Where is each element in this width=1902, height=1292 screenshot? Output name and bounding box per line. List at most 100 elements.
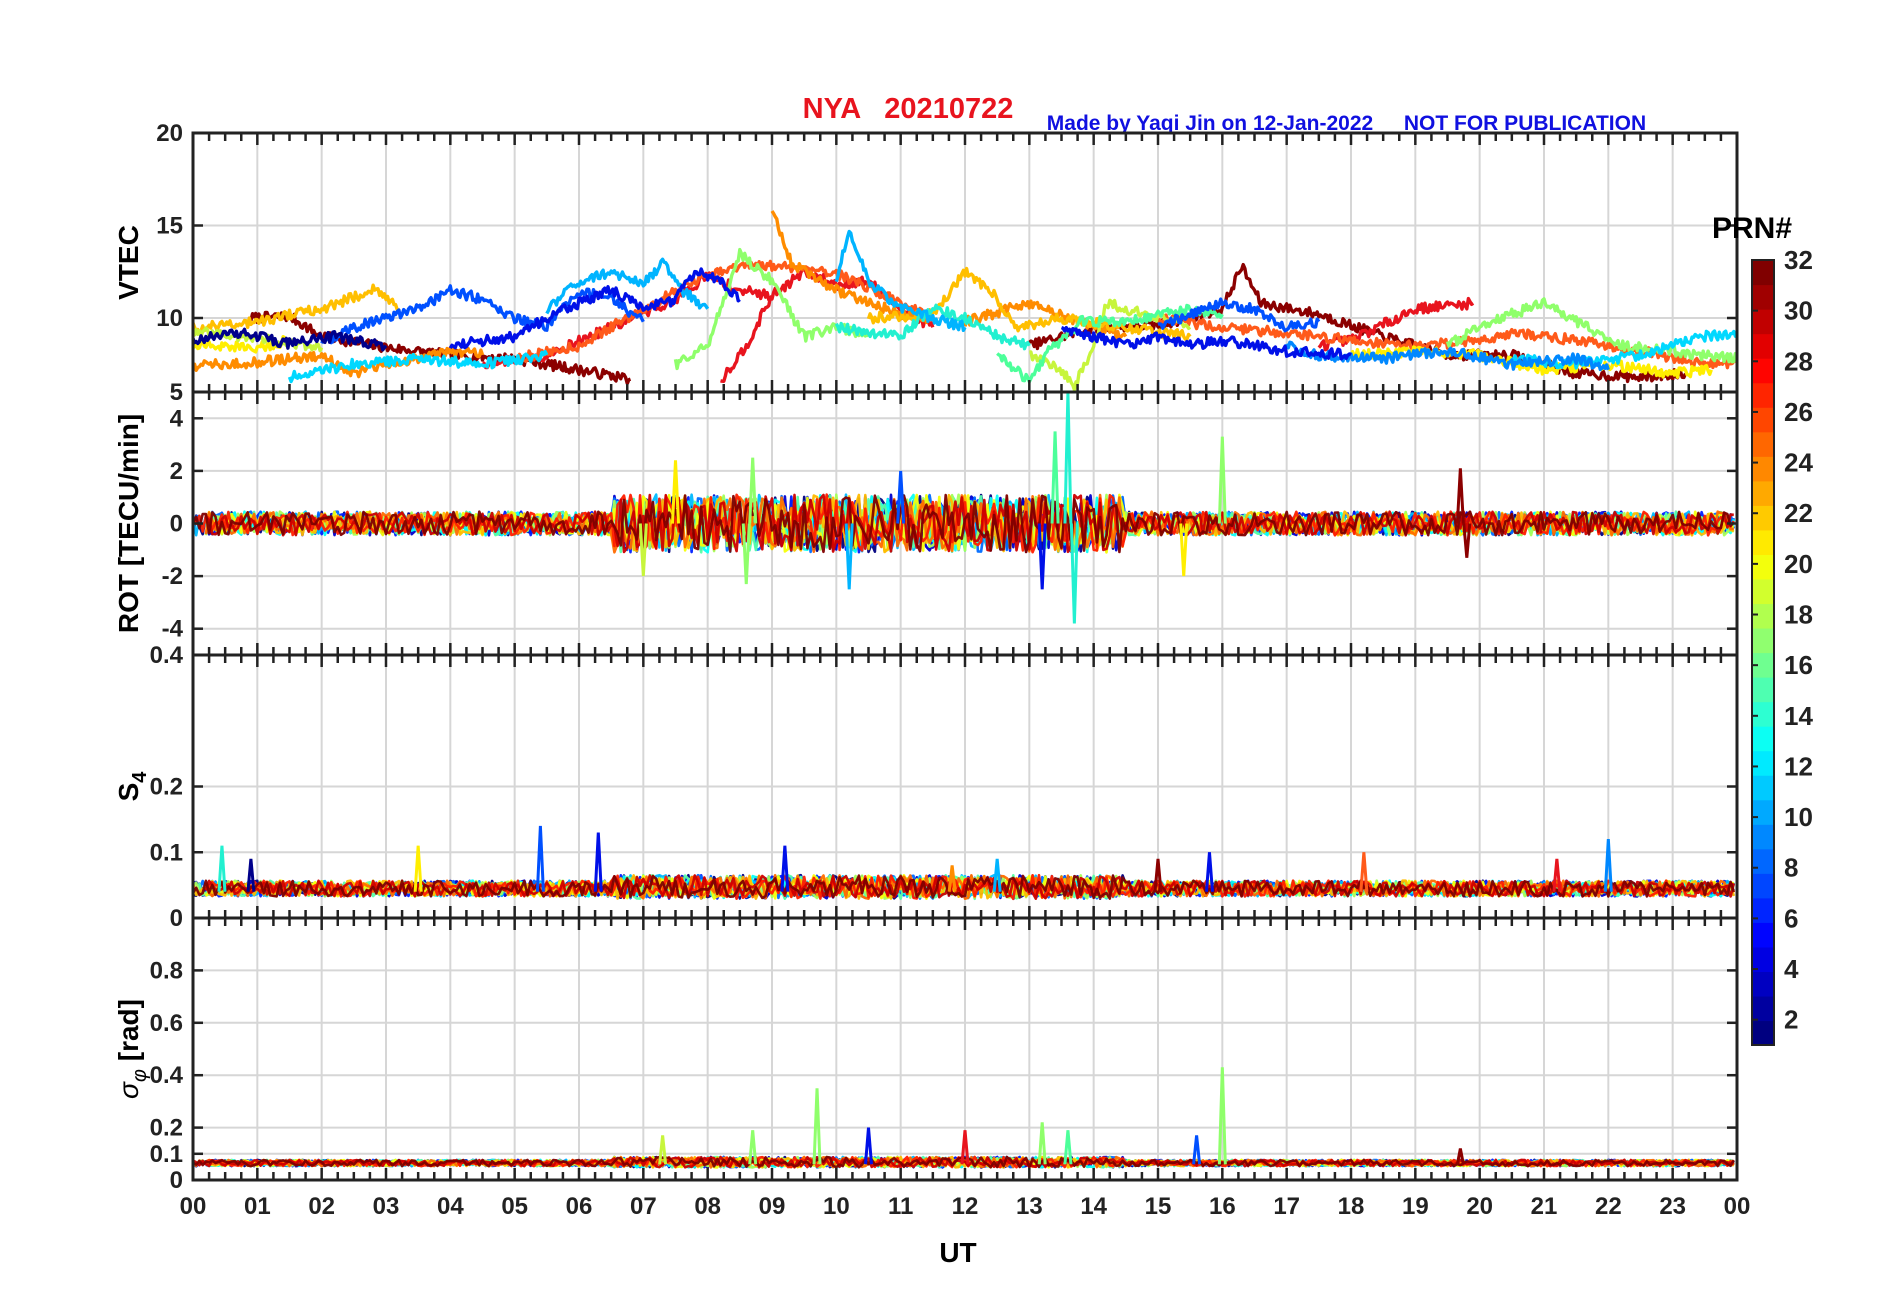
colorbar-band [1752,382,1774,408]
colorbar-band [1752,407,1774,433]
s4-spike-10 [1204,852,1214,892]
x-tick-label: 09 [759,1193,786,1220]
figure-title: NYA 20210722 [803,93,1014,125]
x-tick-label: 13 [1016,1193,1043,1220]
colorbar-band [1752,799,1774,825]
colorbar-band [1752,529,1774,555]
rot-spike-12 [1217,436,1227,524]
rot-trace-14 [193,493,1735,554]
s4-spike-13 [1603,839,1613,892]
colorbar-band [1752,897,1774,923]
sigma-spike-9 [1192,1135,1202,1165]
vtec-ylabel: VTEC [113,225,144,300]
s4-spike-4 [535,825,545,892]
colorbar-band [1752,726,1774,752]
colorbar-tick-label: 26 [1784,397,1813,427]
vtec-series-28 [448,267,741,350]
x-tick-label: 01 [244,1193,271,1220]
x-tick-label: 12 [952,1193,979,1220]
colorbar-tick-label: 28 [1784,346,1813,376]
s4-ytick-label: 0 [170,905,183,932]
vtec-series-19 [996,303,1224,384]
x-tick-label: 06 [566,1193,593,1220]
sigma-spike-1 [658,1135,668,1165]
rot-spike-4 [741,523,751,585]
s4-spike-11 [1359,852,1369,892]
x-tick-label: 21 [1531,1193,1558,1220]
rot-data [193,392,1736,624]
rot-spike-13 [1455,468,1465,524]
colorbar-band [1752,848,1774,874]
rot-ytick-label: 4 [170,405,184,432]
rot-spike-1 [671,460,680,524]
colorbar-tick-label: 10 [1784,802,1813,832]
sigma-spike-4 [864,1127,873,1165]
x-tick-label: 16 [1209,1193,1236,1220]
sigma-spike-2 [748,1130,758,1165]
vtec-ytick-label: 20 [156,120,183,147]
colorbar-tick-label: 2 [1784,1005,1798,1035]
vtec-series-18 [1445,297,1737,364]
x-tick-label: 20 [1466,1193,1493,1220]
x-tick-label: 14 [1080,1193,1107,1220]
rot-spike-8 [1063,392,1073,524]
vtec-series-14 [193,335,291,354]
rot-spike-5 [844,523,854,590]
vtec-data [193,210,1737,392]
colorbar-band [1752,505,1774,531]
vtec-series-21 [287,349,549,384]
colorbar-band [1752,824,1774,850]
x-tick-label: 04 [437,1193,464,1220]
x-axis-label: UT [939,1237,976,1268]
sigma-ytick-label: 0 [170,1167,183,1194]
vtec-series-27 [1157,297,1321,333]
rot-spike-11 [1179,523,1189,577]
vtec-series-11 [193,283,400,334]
x-tick-label: 02 [308,1193,335,1220]
s4-data [193,825,1736,901]
rot-spike-3 [748,457,758,524]
vtec-panel: 10 15 20 VTEC [113,120,1739,394]
rot-spike-10 [1037,523,1047,590]
colorbar-band [1752,677,1774,703]
credit-text: Made by Yaqi Jin on 12-Jan-2022 [1047,112,1373,135]
x-tick-label: 07 [630,1193,657,1220]
colorbar-band [1752,431,1774,457]
colorbar-band [1752,627,1774,654]
x-tick-label: 03 [373,1193,400,1220]
s4-spike-1 [217,845,227,892]
notice-text: NOT FOR PUBLICATION [1404,112,1646,135]
sigma-data [193,1067,1735,1169]
rot-ytick-label: -2 [162,563,183,590]
colorbar-band [1752,309,1774,335]
sigma-spike-5 [960,1130,970,1165]
s4-spike-12 [1552,858,1562,892]
colorbar-band [1752,456,1774,482]
colorbar-tick-label: 22 [1784,498,1813,528]
colorbar-tick-label: 24 [1784,448,1813,478]
rot-spike-2 [638,523,648,577]
s4-ytick-label: 0.2 [150,774,183,801]
vtec-series-24 [834,229,967,332]
sigma-ytick-label: 0.1 [150,1141,183,1168]
sigma-spike-10 [1455,1148,1465,1165]
x-tick-label: 23 [1659,1193,1686,1220]
colorbar-band [1752,750,1774,776]
colorbar-band [1752,922,1774,948]
s4-spike-6 [780,845,790,892]
sigma-ytick-label: 0.8 [150,957,183,984]
s4-ytick-label: 0.4 [150,642,184,669]
colorbar-band [1752,873,1774,899]
sigma-spike-7 [1063,1130,1073,1165]
rot-panel: -4 -2 0 2 45 ROT [TECU/min] [113,379,1739,657]
x-tick-label: 11 [888,1193,913,1220]
vtec-series-6 [513,259,933,364]
vtec-series-17 [673,247,870,371]
colorbar-band [1752,775,1774,801]
rot-ylabel: ROT [TECU/min] [113,414,144,633]
colorbar-band [1752,260,1774,286]
rot-spike-7 [1050,431,1060,524]
s4-spike-7 [947,865,957,892]
colorbar-band [1752,603,1774,629]
